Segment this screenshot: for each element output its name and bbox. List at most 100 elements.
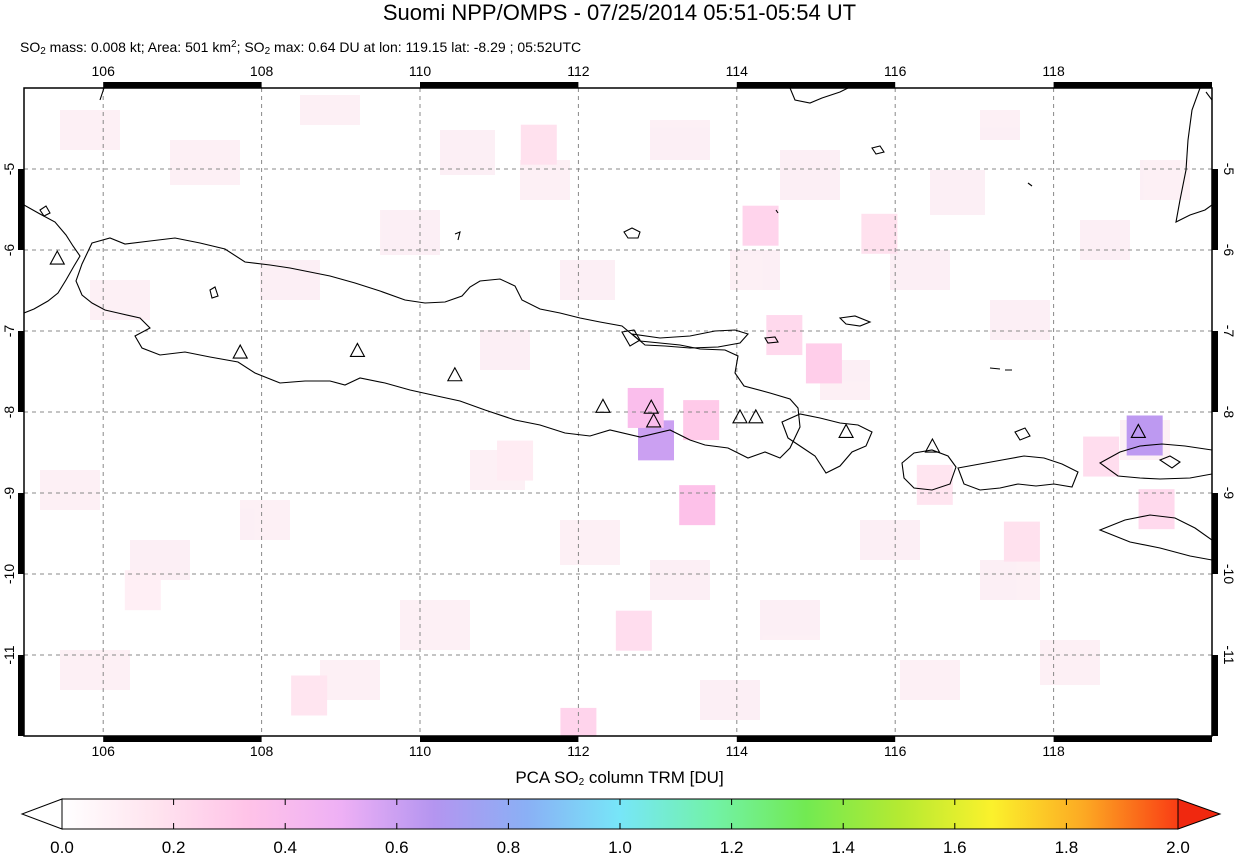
lon-tick-label-top: 106: [92, 63, 116, 79]
frame-bar-right: [1212, 331, 1218, 412]
colorbar-tick-label: 0.6: [385, 838, 409, 855]
lat-tick-label-left: -10: [1, 564, 17, 584]
lat-tick-label-right: -5: [1221, 163, 1237, 176]
coastline-sumatra: [24, 204, 81, 314]
volcano-icon: [349, 342, 366, 357]
coastline-madura: [630, 329, 749, 349]
coastline-sulawesi: [1175, 88, 1212, 223]
so2-pixel: [497, 440, 534, 481]
frame-bar-bottom: [420, 736, 579, 742]
colorbar-under-arrow: [20, 798, 63, 830]
frame-bar-top: [103, 82, 262, 88]
frame-bar-left: [18, 169, 24, 250]
lon-tick-label-top: 116: [884, 63, 907, 79]
frame-bar-top: [736, 82, 896, 88]
coastline-bali: [781, 413, 873, 474]
volcano-icon: [838, 423, 855, 438]
lat-tick-label-left: -11: [1, 645, 17, 664]
coastline-lombok: [901, 449, 957, 491]
so2-statistics: SO2 mass: 0.008 kt; Area: 501 km2; SO2 m…: [20, 39, 582, 57]
frame-bar-top: [420, 82, 579, 88]
frame-bar-right: [1212, 493, 1218, 574]
volcano-icon: [924, 437, 941, 453]
lon-tick-label-top: 114: [726, 63, 749, 79]
lat-tick-label-right: -10: [1221, 564, 1237, 584]
so2-pixel: [1138, 489, 1175, 530]
volcano-icon: [49, 249, 66, 265]
so2-pixel: [742, 205, 779, 246]
lon-tick-label-bottom: 110: [409, 743, 432, 759]
colorbar-tick-label: 1.4: [831, 838, 855, 855]
frame-bar-right: [1212, 169, 1218, 250]
so2-pixel: [1003, 521, 1040, 562]
colorbar-tick-label: 2.0: [1166, 838, 1190, 855]
lat-tick-label-left: -9: [1, 487, 17, 500]
axis-tick-labels: 106 106 108 108 110 110 112 112 114 114 116 116 118 1…: [1, 63, 1237, 759]
lon-tick-label-bottom: 116: [884, 743, 907, 759]
frame-bar-left: [18, 331, 24, 412]
colorbar-tick-label: 0.8: [497, 838, 521, 855]
graticule: [24, 88, 1212, 736]
colorbar: 0.0 0.2 0.4 0.6 0.8 1.0 1.2 1.4 1.6 1.8 2.0: [20, 798, 1222, 855]
volcano-icon: [446, 366, 463, 382]
frame-bar-left: [18, 493, 24, 574]
so2-pixel: [615, 610, 652, 651]
volcano-icon: [732, 408, 748, 424]
lon-tick-label-top: 118: [1042, 63, 1065, 79]
frame-bar-bottom: [736, 736, 896, 742]
colorbar-tick-label: 1.6: [943, 838, 967, 855]
lat-tick-label-right: -8: [1221, 406, 1237, 419]
coastline-java: [75, 237, 801, 459]
colorbar-tick-label: 1.8: [1055, 838, 1079, 855]
so2-pixel: [291, 675, 328, 716]
so2-pixel: [679, 485, 716, 526]
volcano-markers: [49, 249, 1147, 453]
lon-tick-label-bottom: 118: [1042, 743, 1065, 759]
lon-tick-label-bottom: 114: [726, 743, 749, 759]
coastline-flores: [1098, 443, 1212, 480]
so2-pixel: [766, 315, 803, 356]
frame-bar-bottom: [1053, 736, 1212, 742]
colorbar-tick-label: 0.0: [50, 838, 74, 855]
coastline-sumbawa: [957, 455, 1079, 491]
coastline-sumba: [1098, 514, 1212, 561]
colorbar-tick-label: 0.2: [162, 838, 186, 855]
frame-scale-bars: [18, 82, 1218, 742]
so2-pixel: [124, 570, 161, 611]
lat-tick-label-right: -11: [1221, 645, 1237, 664]
so2-pixel: [520, 124, 557, 165]
lat-tick-label-left: -8: [1, 406, 17, 419]
lon-tick-label-top: 108: [250, 63, 274, 79]
frame-bar-bottom: [103, 736, 262, 742]
lon-tick-label-bottom: 106: [92, 743, 116, 759]
so2-pixel: [805, 343, 842, 384]
lat-tick-label-right: -7: [1221, 325, 1237, 338]
colorbar-tick-label: 0.4: [273, 838, 297, 855]
frame-bar-right: [1212, 655, 1218, 736]
volcano-icon: [645, 412, 662, 428]
volcano-icon: [747, 408, 764, 424]
volcano-icon: [232, 343, 249, 359]
colorbar-tick-label: 1.0: [608, 838, 632, 855]
so2-pixel: [861, 213, 898, 254]
volcano-icon: [643, 398, 660, 414]
colorbar-tick-label: 1.2: [720, 838, 744, 855]
frame-bar-top: [1053, 82, 1212, 88]
map-title: Suomi NPP/OMPS - 07/25/2014 05:51-05:54 …: [382, 0, 857, 25]
so2-pixel: [683, 400, 720, 441]
lat-tick-label-left: -7: [1, 325, 17, 338]
lat-tick-label-left: -6: [1, 244, 17, 257]
so2-pixel: [1083, 436, 1120, 477]
lat-tick-label-right: -6: [1221, 244, 1237, 257]
lat-tick-label-left: -5: [1, 163, 17, 176]
lon-tick-label-bottom: 112: [567, 743, 590, 759]
lon-tick-label-top: 112: [567, 63, 590, 79]
volcano-icon: [595, 398, 611, 413]
colorbar-over-arrow: [1177, 798, 1222, 830]
lon-tick-label-top: 110: [409, 63, 432, 79]
lat-tick-label-right: -9: [1221, 487, 1237, 500]
frame-bar-left: [18, 655, 24, 736]
colorbar-title: PCA SO2 column TRM [DU]: [515, 768, 724, 788]
volcano-icon: [1130, 423, 1147, 438]
